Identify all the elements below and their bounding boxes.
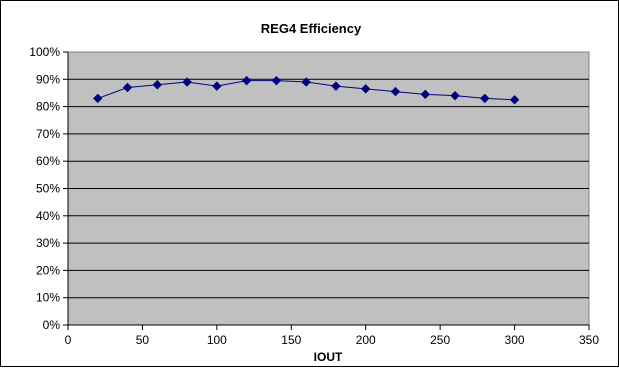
data-point bbox=[182, 77, 192, 87]
data-point bbox=[390, 86, 401, 97]
x-tick-label: 250 bbox=[430, 333, 450, 347]
data-point bbox=[450, 90, 460, 101]
y-tick-label: 60% bbox=[36, 154, 60, 168]
x-tick-label: 350 bbox=[579, 333, 599, 347]
y-tick-label: 70% bbox=[36, 127, 60, 141]
y-tick-label: 0% bbox=[43, 318, 61, 332]
data-point bbox=[420, 89, 430, 100]
tick-labels: 0% 10% 20% 30% 40% 50% 60% 70% 80% 90% 100% 0 50 100 1… bbox=[29, 45, 599, 347]
data-point bbox=[93, 93, 103, 104]
chart-title: REG4 Efficiency bbox=[261, 21, 362, 36]
x-axis-title: IOUT bbox=[314, 350, 343, 364]
data-point bbox=[122, 82, 133, 93]
x-tick-label: 0 bbox=[65, 333, 72, 347]
data-point bbox=[480, 93, 490, 104]
data-point bbox=[271, 75, 282, 86]
y-tick-label: 50% bbox=[36, 182, 60, 196]
data-point bbox=[152, 80, 163, 90]
data-point bbox=[241, 75, 252, 86]
y-tick-label: 90% bbox=[36, 72, 60, 86]
x-tick-label: 200 bbox=[356, 333, 376, 347]
x-tick-label: 150 bbox=[281, 333, 301, 347]
series-layer bbox=[93, 75, 520, 105]
data-point bbox=[212, 81, 222, 91]
data-point bbox=[509, 95, 520, 105]
axes bbox=[63, 51, 590, 330]
data-point bbox=[331, 81, 341, 91]
x-tick-label: 50 bbox=[136, 333, 150, 347]
data-point bbox=[361, 84, 371, 94]
y-tick-label: 30% bbox=[36, 236, 60, 250]
gridlines bbox=[68, 78, 589, 299]
x-tick-label: 300 bbox=[505, 333, 525, 347]
y-tick-label: 100% bbox=[29, 45, 60, 59]
y-tick-label: 80% bbox=[36, 100, 60, 114]
x-tick-label: 100 bbox=[207, 333, 227, 347]
y-tick-label: 20% bbox=[36, 263, 60, 277]
y-tick-label: 10% bbox=[36, 291, 60, 305]
y-tick-label: 40% bbox=[36, 209, 60, 223]
data-point bbox=[301, 77, 311, 87]
